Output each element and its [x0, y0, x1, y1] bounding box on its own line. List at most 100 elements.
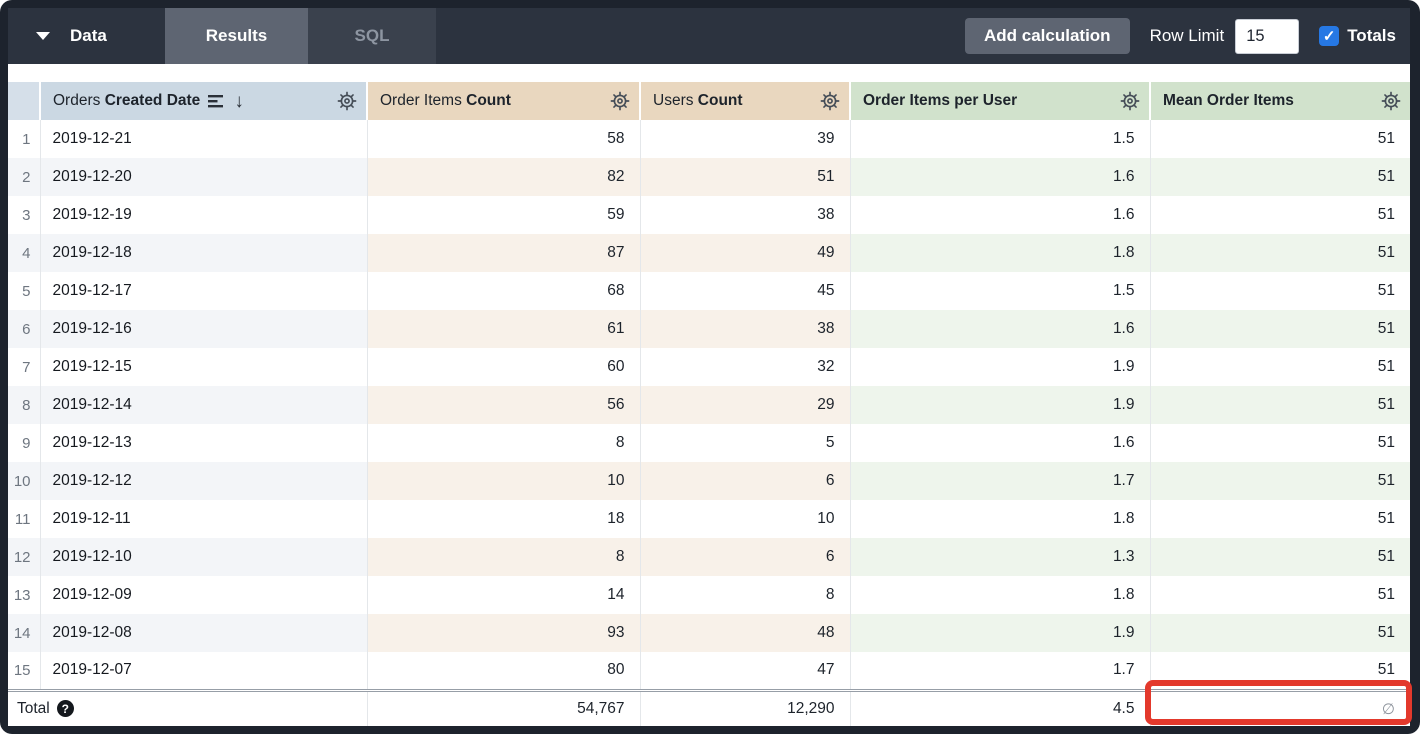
cell-order-items-count[interactable]: 14 [367, 576, 641, 614]
total-mean-order-items-null: ∅ [1150, 688, 1410, 726]
cell-order-items-per-user[interactable]: 1.7 [850, 462, 1151, 500]
cell-order-items-count[interactable]: 10 [367, 462, 641, 500]
gear-icon[interactable] [819, 90, 841, 112]
cell-mean-order-items[interactable]: 51 [1377, 130, 1395, 147]
row-number-cell: 1 [8, 120, 41, 158]
column-header-order-items-count[interactable]: Order Items Count [367, 82, 641, 120]
cell-order-items-per-user[interactable]: 1.6 [850, 196, 1151, 234]
cell-mean-order-items[interactable]: 51 [1377, 586, 1395, 603]
cell-users-count[interactable]: 47 [640, 652, 851, 690]
cell-order-items-per-user[interactable]: 1.5 [850, 272, 1151, 310]
gear-icon[interactable] [609, 90, 631, 112]
cell-order-items-count[interactable]: 80 [367, 652, 641, 690]
cell-orders-created-date[interactable]: 2019-12-12 [40, 462, 368, 500]
tab-sql[interactable]: SQL [308, 8, 436, 64]
cell-order-items-count[interactable]: 58 [367, 120, 641, 158]
cell-users-count[interactable]: 45 [640, 272, 851, 310]
cell-mean-order-items[interactable]: 51 [1150, 310, 1410, 348]
cell-mean-order-items[interactable]: 51 [1150, 538, 1410, 576]
cell-mean-order-items[interactable]: 51 [1377, 434, 1395, 451]
cell-order-items-per-user[interactable]: 1.9 [850, 386, 1151, 424]
cell-users-count[interactable]: 51 [640, 158, 851, 196]
cell-orders-created-date[interactable]: 2019-12-16 [40, 310, 368, 348]
cell-users-count[interactable]: 29 [640, 386, 851, 424]
cell-order-items-count[interactable]: 18 [367, 500, 641, 538]
cell-users-count[interactable]: 32 [640, 348, 851, 386]
cell-order-items-per-user[interactable]: 1.8 [850, 576, 1151, 614]
data-menu-label: Data [70, 26, 107, 45]
cell-users-count[interactable]: 48 [640, 614, 851, 652]
cell-order-items-count[interactable]: 8 [367, 538, 641, 576]
total-label-cell: Total ? [8, 688, 368, 726]
cell-orders-created-date[interactable]: 2019-12-13 [40, 424, 368, 462]
cell-orders-created-date[interactable]: 2019-12-17 [40, 272, 368, 310]
cell-mean-order-items[interactable]: 51 [1377, 206, 1395, 223]
row-number-cell: 10 [8, 462, 41, 500]
cell-orders-created-date[interactable]: 2019-12-19 [40, 196, 368, 234]
cell-mean-order-items[interactable]: 51 [1150, 234, 1410, 272]
cell-order-items-count[interactable]: 93 [367, 614, 641, 652]
cell-orders-created-date[interactable]: 2019-12-14 [40, 386, 368, 424]
cell-order-items-count[interactable]: 56 [367, 386, 641, 424]
cell-orders-created-date[interactable]: 2019-12-09 [40, 576, 368, 614]
totals-checkbox[interactable]: ✓ [1319, 26, 1340, 46]
cell-users-count[interactable]: 39 [640, 120, 851, 158]
cell-users-count[interactable]: 5 [640, 424, 851, 462]
cell-mean-order-items[interactable]: 51 [1377, 282, 1395, 299]
cell-order-items-count[interactable]: 68 [367, 272, 641, 310]
cell-orders-created-date[interactable]: 2019-12-10 [40, 538, 368, 576]
column-header-users-count[interactable]: Users Count [640, 82, 851, 120]
gear-icon[interactable] [1380, 90, 1402, 112]
cell-orders-created-date[interactable]: 2019-12-20 [40, 158, 368, 196]
column-header-orders-created-date[interactable]: Orders Created Date ↓ [40, 82, 368, 120]
cell-users-count[interactable]: 6 [640, 538, 851, 576]
cell-orders-created-date[interactable]: 2019-12-08 [40, 614, 368, 652]
cell-mean-order-items[interactable]: 51 [1377, 510, 1395, 527]
cell-order-items-count[interactable]: 60 [367, 348, 641, 386]
cell-order-items-per-user[interactable]: 1.6 [850, 158, 1151, 196]
row-number-cell: 15 [8, 652, 41, 690]
cell-orders-created-date[interactable]: 2019-12-21 [40, 120, 368, 158]
cell-order-items-per-user[interactable]: 1.8 [850, 234, 1151, 272]
cell-order-items-per-user[interactable]: 1.9 [850, 348, 1151, 386]
cell-users-count[interactable]: 8 [640, 576, 851, 614]
cell-mean-order-items[interactable]: 51 [1150, 614, 1410, 652]
cell-order-items-per-user[interactable]: 1.3 [850, 538, 1151, 576]
add-calculation-button[interactable]: Add calculation [964, 18, 1130, 54]
cell-users-count[interactable]: 6 [640, 462, 851, 500]
help-icon[interactable]: ? [56, 700, 74, 718]
cell-order-items-count[interactable]: 82 [367, 158, 641, 196]
cell-users-count[interactable]: 38 [640, 196, 851, 234]
cell-orders-created-date[interactable]: 2019-12-11 [40, 500, 368, 538]
cell-order-items-per-user[interactable]: 1.8 [850, 500, 1151, 538]
tab-results[interactable]: Results [165, 8, 308, 64]
cell-order-items-per-user[interactable]: 1.7 [850, 652, 1151, 690]
row-number-cell: 6 [8, 310, 41, 348]
cell-order-items-per-user[interactable]: 1.6 [850, 424, 1151, 462]
column-header-mean-order-items[interactable]: Mean Order Items [1150, 82, 1410, 120]
cell-mean-order-items[interactable]: 51 [1150, 158, 1410, 196]
cell-users-count[interactable]: 49 [640, 234, 851, 272]
cell-orders-created-date[interactable]: 2019-12-07 [40, 652, 368, 690]
cell-order-items-count[interactable]: 61 [367, 310, 641, 348]
cell-mean-order-items[interactable]: 51 [1150, 462, 1410, 500]
cell-order-items-count[interactable]: 8 [367, 424, 641, 462]
row-limit-input[interactable] [1235, 18, 1300, 54]
cell-order-items-count[interactable]: 87 [367, 234, 641, 272]
cell-users-count[interactable]: 38 [640, 310, 851, 348]
table-row: 10 2019-12-12 10 6 1.7 51 [8, 462, 1410, 500]
cell-mean-order-items[interactable]: 51 [1150, 386, 1410, 424]
cell-mean-order-items[interactable]: 51 [1377, 358, 1395, 375]
cell-orders-created-date[interactable]: 2019-12-15 [40, 348, 368, 386]
cell-users-count[interactable]: 10 [640, 500, 851, 538]
data-menu-button[interactable]: Data [8, 8, 165, 64]
cell-orders-created-date[interactable]: 2019-12-18 [40, 234, 368, 272]
column-header-order-items-per-user[interactable]: Order Items per User [850, 82, 1151, 120]
cell-order-items-per-user[interactable]: 1.9 [850, 614, 1151, 652]
cell-order-items-count[interactable]: 59 [367, 196, 641, 234]
cell-order-items-per-user[interactable]: 1.5 [850, 120, 1151, 158]
cell-order-items-per-user[interactable]: 1.6 [850, 310, 1151, 348]
gear-icon[interactable] [1119, 90, 1141, 112]
cell-mean-order-items[interactable]: 51 [1377, 661, 1395, 679]
gear-icon[interactable] [336, 90, 358, 112]
